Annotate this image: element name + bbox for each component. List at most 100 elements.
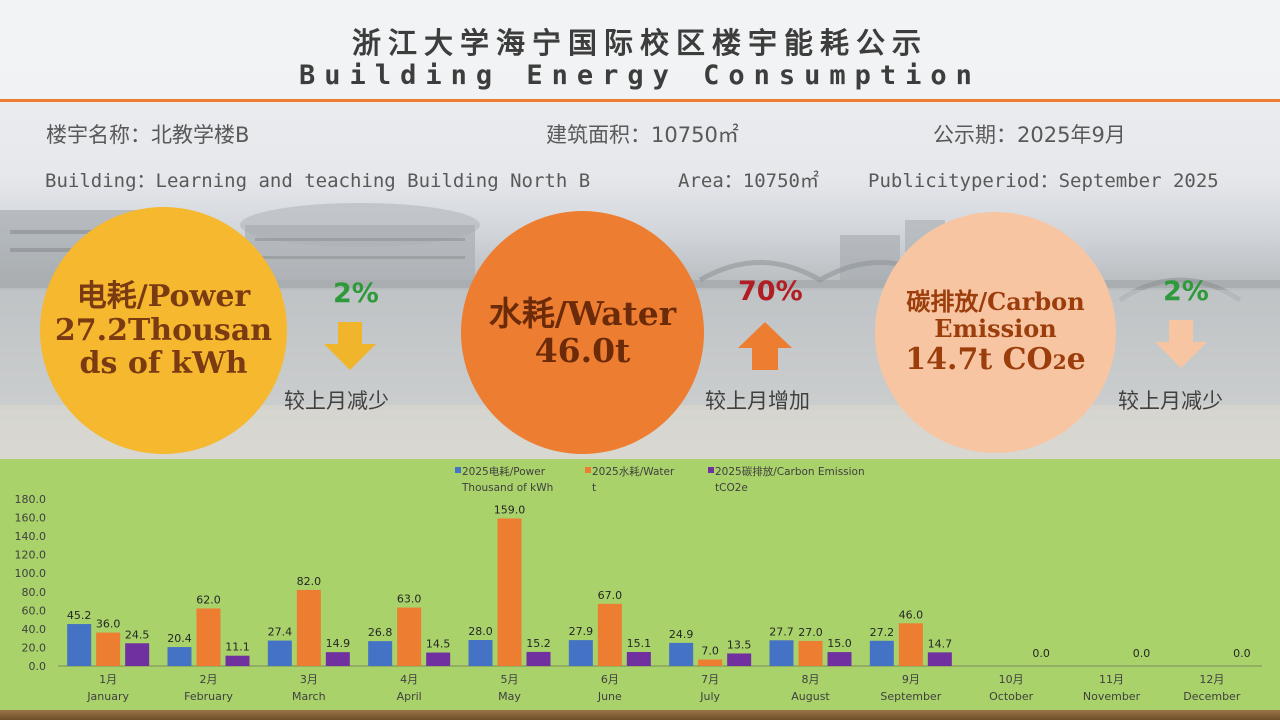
bar-water [296, 589, 321, 666]
x-tick-label-cn: 8月 [802, 673, 820, 686]
data-label: 14.9 [326, 637, 351, 650]
monthly-consumption-bar-chart: 0.0 20.0 40.0 60.0 80.0 100.0 120.0 140.0 160.0 1… [15, 465, 1262, 703]
page-title-en: Building Energy Consumption [299, 60, 981, 91]
legend-swatch [708, 467, 714, 473]
chart-area [0, 459, 1280, 710]
carbon-summary-circle: 碳排放/Carbon Emission 14.7t CO2e [875, 212, 1116, 453]
y-tick-label: 160.0 [15, 512, 47, 525]
power-compare-label: 较上月减少 [284, 389, 389, 413]
data-label: 27.9 [569, 625, 594, 638]
x-tick-label-en: April [397, 690, 422, 703]
data-label: 82.0 [297, 575, 322, 588]
bar-water [96, 632, 121, 666]
y-tick-label: 120.0 [15, 549, 47, 562]
x-tick-label-cn: 11月 [1099, 673, 1124, 686]
x-tick-label-cn: 9月 [902, 673, 920, 686]
water-value: 46.0t [534, 330, 631, 370]
y-tick-label: 80.0 [22, 586, 47, 599]
title-divider [0, 99, 1280, 102]
data-label-empty: 0.0 [1133, 647, 1151, 660]
power-summary-circle: 电耗/Power 27.2Thousan ds of kWh [40, 207, 287, 454]
arrow-down-icon [324, 322, 376, 370]
building-area-en: Area：10750㎡ [678, 170, 819, 192]
bar-power [368, 641, 393, 666]
data-label: 28.0 [468, 625, 493, 638]
bar-water [196, 608, 221, 666]
power-value-line1: 27.2Thousan [54, 312, 273, 348]
bar-water [698, 659, 723, 666]
x-tick-label-en: January [86, 690, 129, 703]
bar-power [568, 640, 593, 666]
bar-water [597, 603, 622, 666]
bar-power [67, 624, 92, 666]
building-name-en: Building：Learning and teaching Building … [45, 170, 591, 192]
x-tick-label-cn: 6月 [601, 673, 619, 686]
data-label: 14.5 [426, 638, 451, 651]
publicity-period-cn: 公示期：2025年9月 [933, 123, 1126, 147]
carbon-value: 14.7t CO2e [905, 341, 1086, 377]
bar-carbon [727, 653, 752, 666]
y-tick-label: 140.0 [15, 530, 47, 543]
bar-water [898, 623, 923, 666]
arrow-up-icon [738, 322, 792, 370]
data-label: 15.0 [827, 637, 852, 650]
arrow-down-icon [1155, 320, 1207, 368]
bar-carbon [426, 652, 451, 666]
legend-swatch [455, 467, 461, 473]
publicity-period-en: Publicityperiod：September 2025 [868, 170, 1219, 192]
bar-water [497, 518, 522, 666]
data-label-empty: 0.0 [1233, 647, 1251, 660]
building-area-cn: 建筑面积：10750㎡ [546, 123, 739, 147]
data-label: 62.0 [196, 593, 221, 606]
x-tick-label-en: November [1083, 690, 1141, 703]
legend-label: 2025电耗/Power [462, 465, 546, 478]
x-tick-label-en: August [791, 690, 830, 703]
water-title: 水耗/Water [488, 293, 677, 333]
y-tick-label: 0.0 [29, 660, 47, 673]
carbon-title: 碳排放/Carbon [906, 286, 1085, 316]
data-label: 11.1 [225, 641, 250, 654]
bar-power [669, 642, 694, 666]
data-label: 27.2 [870, 626, 895, 639]
x-tick-label-en: December [1183, 690, 1241, 703]
legend-unit: tCO2e [715, 482, 748, 494]
legend-unit: t [592, 482, 596, 494]
page-title-cn: 浙江大学海宁国际校区楼宇能耗公示 [351, 26, 928, 60]
carbon-compare-label: 较上月减少 [1118, 389, 1223, 413]
water-summary-circle: 水耗/Water 46.0t [461, 211, 704, 454]
data-label: 13.5 [727, 638, 752, 651]
x-tick-label-en: May [498, 690, 521, 703]
x-tick-label-en: February [184, 690, 233, 703]
water-change-percent: 70% [738, 276, 803, 307]
x-tick-label-en: March [292, 690, 326, 703]
x-tick-label-en: June [597, 690, 622, 703]
bar-power [167, 647, 192, 666]
x-tick-label-cn: 10月 [999, 673, 1024, 686]
data-label-empty: 0.0 [1032, 647, 1050, 660]
data-label: 7.0 [701, 645, 719, 658]
bar-carbon [526, 651, 551, 666]
water-compare-label: 较上月增加 [705, 389, 810, 413]
y-tick-label: 180.0 [15, 493, 47, 506]
x-tick-label-cn: 1月 [99, 673, 117, 686]
bar-power [869, 640, 894, 666]
data-label: 15.1 [627, 637, 652, 650]
x-tick-label-cn: 2月 [200, 673, 218, 686]
y-tick-label: 20.0 [22, 641, 47, 654]
carbon-change-percent: 2% [1163, 276, 1209, 307]
data-label: 63.0 [397, 593, 422, 606]
data-label: 26.8 [368, 626, 393, 639]
legend-swatch [585, 467, 591, 473]
bar-carbon [827, 652, 852, 666]
bottom-border [0, 710, 1280, 720]
data-label: 45.2 [67, 609, 92, 622]
x-tick-label-en: October [989, 690, 1033, 703]
bar-carbon [927, 652, 952, 666]
bar-carbon [325, 652, 350, 666]
bar-carbon [125, 643, 150, 666]
building-name-cn: 楼宇名称：北教学楼B [46, 123, 250, 147]
power-value-line2: ds of kWh [79, 346, 248, 382]
data-label: 67.0 [598, 589, 623, 602]
power-title: 电耗/Power [76, 279, 251, 315]
